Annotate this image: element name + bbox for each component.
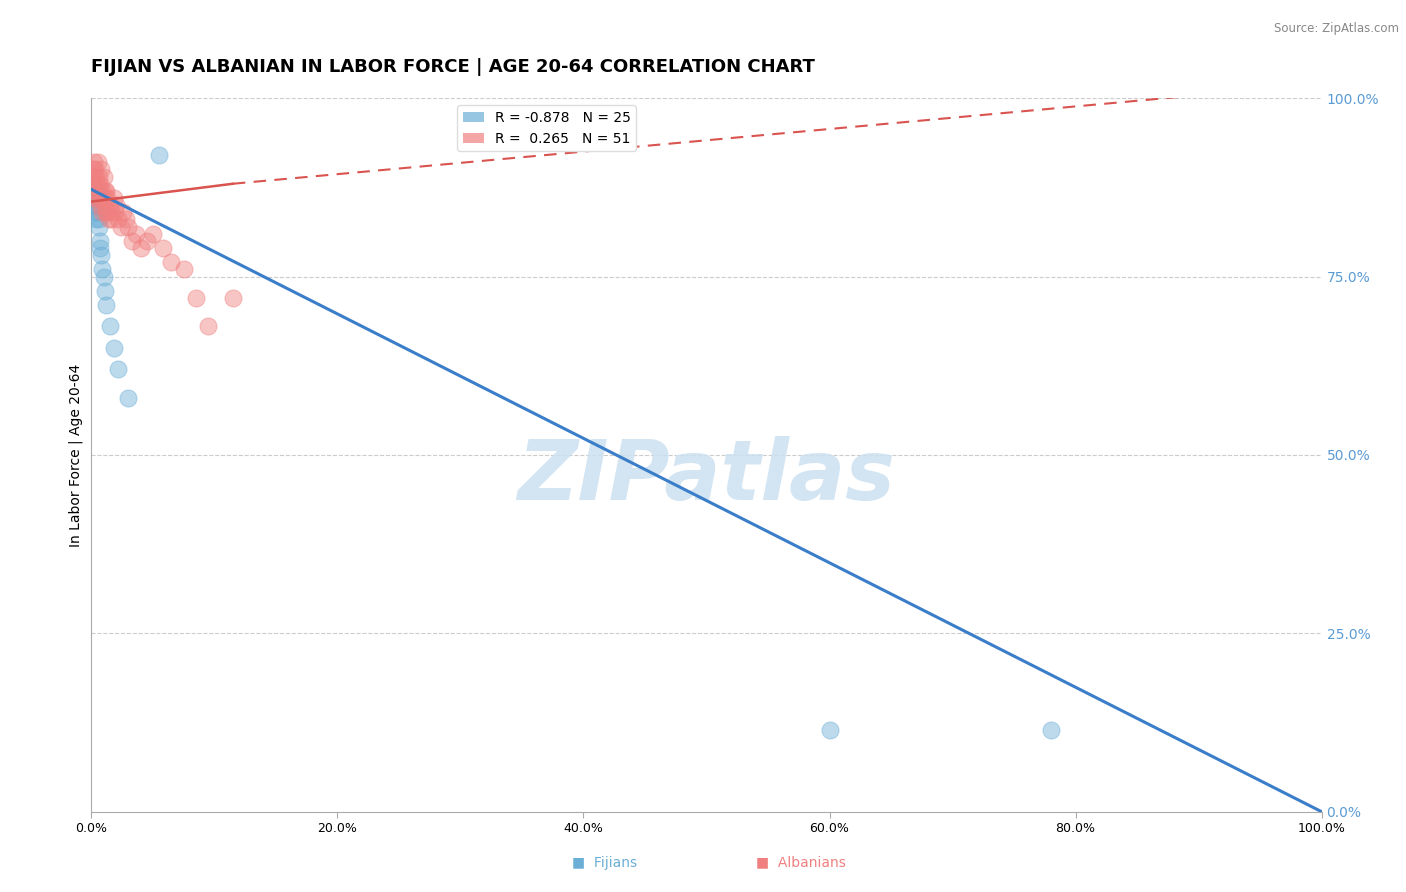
Point xyxy=(98,319,121,334)
Point xyxy=(83,184,105,198)
Point xyxy=(114,212,138,227)
Point xyxy=(84,177,107,191)
Text: ■  Albanians: ■ Albanians xyxy=(756,855,846,870)
Point xyxy=(121,234,143,248)
Point xyxy=(110,219,132,234)
Point xyxy=(84,162,107,177)
Point xyxy=(90,162,112,177)
Point xyxy=(89,177,111,191)
Point xyxy=(86,155,108,169)
Point xyxy=(184,291,207,305)
Point xyxy=(135,234,157,248)
Point xyxy=(91,184,114,198)
Point xyxy=(82,177,104,191)
Point xyxy=(96,191,118,205)
Point xyxy=(100,205,122,219)
Point xyxy=(84,205,107,219)
Point xyxy=(91,262,114,277)
Point xyxy=(90,248,112,262)
Point xyxy=(86,177,108,191)
Point xyxy=(94,198,117,212)
Point xyxy=(86,191,108,205)
Point xyxy=(818,723,841,737)
Point xyxy=(86,198,108,212)
Point xyxy=(105,198,127,212)
Point xyxy=(96,205,118,219)
Point xyxy=(90,191,112,205)
Point xyxy=(87,212,110,227)
Point xyxy=(93,191,115,205)
Point xyxy=(107,362,129,376)
Point xyxy=(107,212,129,227)
Point xyxy=(1039,723,1063,737)
Point xyxy=(93,169,115,184)
Point xyxy=(222,291,245,305)
Legend: R = -0.878   N = 25, R =  0.265   N = 51: R = -0.878 N = 25, R = 0.265 N = 51 xyxy=(457,105,636,151)
Point xyxy=(91,205,114,219)
Point xyxy=(89,234,111,248)
Point xyxy=(87,169,110,184)
Point xyxy=(86,205,108,219)
Point xyxy=(112,205,135,219)
Point xyxy=(101,212,124,227)
Point xyxy=(96,298,117,312)
Text: ZIPatlas: ZIPatlas xyxy=(517,436,896,516)
Point xyxy=(117,391,139,405)
Point xyxy=(97,212,120,227)
Point xyxy=(152,241,174,255)
Text: FIJIAN VS ALBANIAN IN LABOR FORCE | AGE 20-64 CORRELATION CHART: FIJIAN VS ALBANIAN IN LABOR FORCE | AGE … xyxy=(91,58,815,76)
Point xyxy=(86,184,108,198)
Point xyxy=(87,184,110,198)
Point xyxy=(87,219,110,234)
Point xyxy=(129,241,152,255)
Point xyxy=(103,191,125,205)
Point xyxy=(83,169,105,184)
Point xyxy=(94,284,117,298)
Point xyxy=(83,155,105,169)
Point xyxy=(160,255,183,269)
Point xyxy=(96,184,117,198)
Point xyxy=(82,162,104,177)
Point xyxy=(98,198,121,212)
Text: ■  Fijians: ■ Fijians xyxy=(572,855,637,870)
Y-axis label: In Labor Force | Age 20-64: In Labor Force | Age 20-64 xyxy=(69,363,83,547)
Point xyxy=(86,212,108,227)
Point xyxy=(93,269,115,284)
Point xyxy=(83,198,105,212)
Point xyxy=(94,184,117,198)
Point xyxy=(142,227,165,241)
Point xyxy=(84,191,107,205)
Point xyxy=(103,341,125,355)
Point xyxy=(89,198,111,212)
Point xyxy=(124,227,146,241)
Point xyxy=(104,205,127,219)
Point xyxy=(84,191,107,205)
Point xyxy=(86,169,108,184)
Point xyxy=(173,262,195,277)
Text: Source: ZipAtlas.com: Source: ZipAtlas.com xyxy=(1274,22,1399,36)
Point xyxy=(86,184,108,198)
Point xyxy=(89,241,111,255)
Point xyxy=(197,319,219,334)
Point xyxy=(82,191,104,205)
Point xyxy=(117,219,139,234)
Point xyxy=(148,148,170,162)
Point xyxy=(96,205,117,219)
